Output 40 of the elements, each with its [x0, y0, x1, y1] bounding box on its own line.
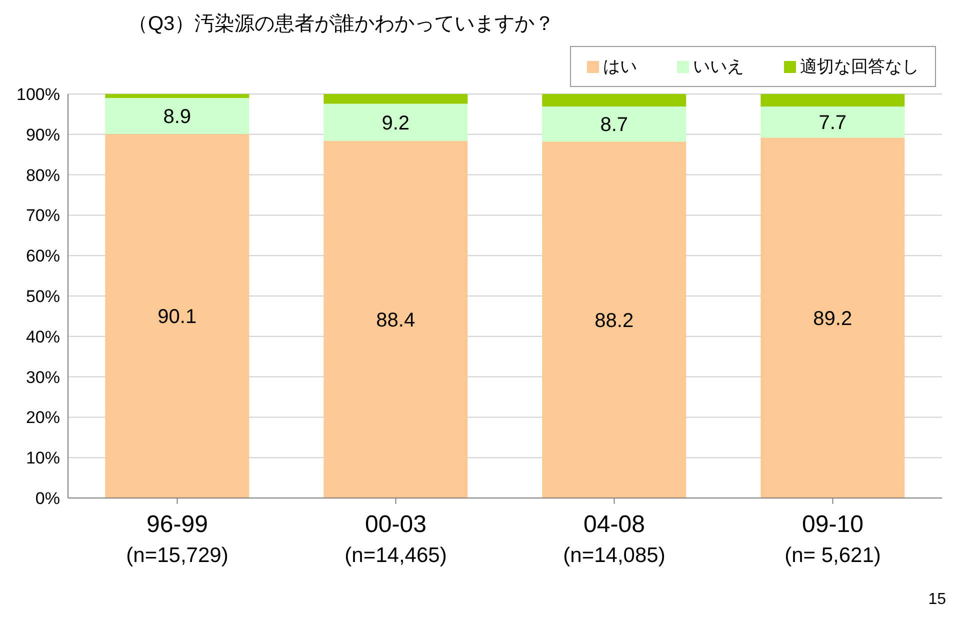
- y-tick-label: 90%: [26, 125, 60, 144]
- bar: [760, 106, 905, 138]
- data-label: 89.2: [813, 308, 852, 330]
- data-label: 8.9: [163, 106, 192, 128]
- bar: [105, 98, 250, 134]
- data-label: 8.7: [600, 114, 628, 136]
- bar: [105, 134, 250, 498]
- data-label: 88.4: [376, 309, 416, 332]
- y-tick-label: 30%: [26, 368, 60, 387]
- y-tick-label: 100%: [16, 85, 60, 104]
- x-tick-label: 09-10 (n= 5,621): [784, 511, 881, 567]
- x-tick-label: 96-99 (n=15,729): [126, 511, 228, 567]
- bar: [542, 106, 686, 142]
- y-tick-label: 10%: [26, 448, 60, 468]
- y-tick-label: 0%: [35, 489, 60, 508]
- bar: [105, 94, 250, 98]
- y-tick-label: 40%: [26, 327, 60, 346]
- legend-label: 適切な回答なし: [799, 56, 919, 78]
- data-label: 90.1: [158, 306, 197, 328]
- data-label: 7.7: [818, 112, 847, 134]
- bar: [760, 94, 905, 107]
- y-tick-label: 60%: [26, 246, 60, 266]
- y-tick-label: 20%: [26, 408, 60, 428]
- x-tick-label: 00-03 (n=14,465): [344, 511, 447, 567]
- y-tick-label: 70%: [26, 206, 60, 226]
- bar: [324, 140, 468, 498]
- data-label: 9.2: [382, 112, 410, 134]
- text: 15: [928, 591, 946, 609]
- legend-label: いいえ: [692, 56, 744, 78]
- legend-label: はい: [602, 56, 637, 78]
- bar: [324, 104, 468, 141]
- chart-title: （Q3）汚染源の患者が誰かわかっていますか？: [128, 12, 555, 37]
- bar: [760, 138, 905, 498]
- x-tick-label: 04-08 (n=14,085): [563, 511, 666, 567]
- y-tick-label: 50%: [26, 287, 60, 306]
- y-tick-label: 80%: [26, 166, 60, 185]
- bar: [542, 94, 686, 107]
- data-label: 88.2: [594, 310, 634, 332]
- bar: [324, 94, 468, 104]
- bar: [542, 142, 686, 498]
